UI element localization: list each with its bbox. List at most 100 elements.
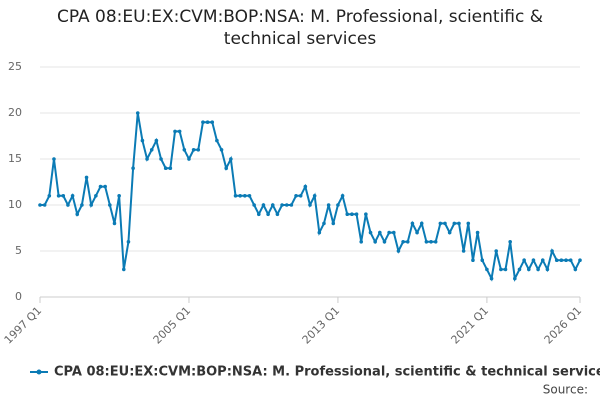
- y-tick-label: 15: [8, 152, 22, 165]
- data-point: [275, 212, 280, 216]
- data-point: [419, 221, 424, 226]
- data-point: [312, 194, 317, 198]
- data-point: [108, 203, 112, 207]
- data-point: [187, 157, 191, 161]
- data-point: [354, 212, 359, 216]
- data-point: [554, 258, 559, 263]
- data-point: [243, 194, 247, 198]
- chart-title: CPA 08:EU:EX:CVM:BOP:NSA: M. Professiona…: [56, 7, 544, 49]
- x-tick-label: 1997 Q1: [2, 304, 45, 347]
- data-point: [368, 230, 373, 235]
- data-point: [126, 240, 131, 244]
- data-point: [405, 240, 410, 244]
- data-point: [536, 267, 540, 272]
- data-point: [401, 240, 405, 244]
- data-point: [103, 184, 107, 189]
- data-point: [350, 212, 354, 216]
- data-point: [336, 203, 340, 207]
- data-point: [219, 148, 224, 152]
- data-point: [238, 194, 242, 198]
- data-point: [359, 240, 364, 244]
- data-point: [568, 258, 573, 263]
- data-point: [461, 249, 466, 253]
- data-point: [578, 258, 582, 263]
- data-point: [154, 138, 159, 143]
- data-point: [52, 157, 56, 161]
- data-point: [466, 221, 471, 226]
- data-point: [289, 203, 294, 207]
- data-point: [182, 148, 187, 152]
- data-point: [308, 203, 312, 207]
- data-point: [261, 203, 266, 207]
- data-point: [89, 203, 94, 207]
- data-point: [66, 203, 70, 207]
- data-point: [378, 230, 382, 235]
- data-point: [135, 111, 140, 115]
- data-point: [294, 194, 298, 198]
- data-point: [424, 240, 429, 244]
- data-point: [215, 138, 219, 143]
- data-point: [433, 240, 438, 244]
- data-point: [84, 175, 89, 180]
- data-point: [564, 258, 568, 263]
- data-point: [75, 212, 80, 216]
- data-point: [177, 129, 182, 134]
- data-point: [201, 120, 205, 124]
- data-point: [159, 157, 163, 161]
- y-tick-label: 5: [15, 244, 22, 257]
- y-tick-label: 0: [15, 290, 22, 303]
- data-point: [121, 267, 126, 272]
- data-point: [224, 166, 229, 170]
- data-point: [485, 267, 489, 272]
- data-point: [443, 221, 447, 226]
- data-point: [47, 194, 52, 198]
- data-point: [531, 258, 536, 263]
- data-point: [266, 212, 270, 216]
- legend-label: CPA 08:EU:EX:CVM:BOP:NSA: M. Professiona…: [54, 365, 600, 380]
- data-point: [480, 258, 485, 263]
- data-point: [550, 249, 554, 253]
- data-point: [252, 203, 256, 207]
- data-point: [117, 194, 121, 198]
- data-point: [229, 157, 233, 161]
- data-point: [489, 276, 494, 281]
- data-point: [98, 184, 103, 189]
- y-tick-label: 10: [8, 198, 22, 211]
- data-point: [270, 203, 275, 207]
- data-point: [382, 240, 387, 244]
- data-point: [145, 157, 149, 161]
- data-point: [94, 194, 98, 198]
- data-point: [317, 230, 322, 235]
- x-tick-label: 2005 Q1: [151, 304, 194, 347]
- data-point: [131, 166, 135, 170]
- x-tick-label: 2021 Q1: [449, 304, 492, 347]
- data-point: [373, 240, 377, 244]
- data-point: [303, 184, 308, 189]
- data-point: [112, 221, 117, 226]
- data-point: [457, 221, 461, 226]
- data-point: [526, 267, 531, 272]
- data-point: [233, 194, 238, 198]
- data-point: [540, 258, 545, 263]
- data-point: [494, 249, 499, 253]
- data-point: [173, 129, 177, 134]
- data-point: [191, 148, 196, 152]
- data-point: [410, 221, 415, 226]
- data-point: [573, 267, 578, 272]
- data-point: [168, 166, 173, 170]
- data-point: [391, 230, 396, 235]
- data-point: [331, 221, 336, 226]
- data-point: [140, 138, 145, 143]
- data-point: [205, 120, 210, 124]
- data-point: [322, 221, 326, 226]
- data-point: [80, 203, 84, 207]
- data-point: [447, 230, 452, 235]
- data-point: [522, 258, 526, 263]
- data-point: [284, 203, 289, 207]
- data-point: [326, 203, 331, 207]
- data-point: [396, 249, 401, 253]
- data-point: [517, 267, 522, 272]
- data-point: [149, 148, 154, 152]
